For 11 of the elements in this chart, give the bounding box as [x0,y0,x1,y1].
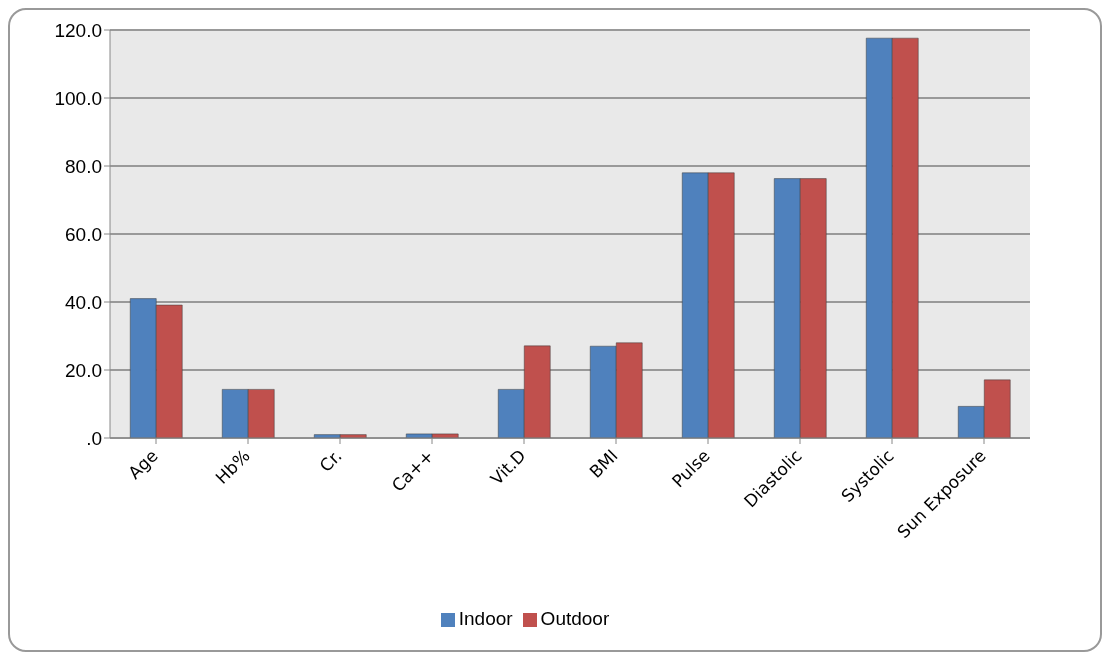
y-tick-label: .0 [86,427,102,449]
y-tick-label: 20.0 [65,359,102,381]
legend-label: Outdoor [540,608,610,629]
y-tick-label: 60.0 [65,223,102,245]
y-tick-label: 120.0 [54,19,102,41]
x-tick-label: Cr. [315,445,346,476]
y-tick-label: 100.0 [54,87,102,109]
y-tick-label: 80.0 [65,155,102,177]
legend-label: Indoor [458,608,513,629]
x-tick-label: Age [124,445,162,483]
y-tick-label: 40.0 [65,291,102,313]
